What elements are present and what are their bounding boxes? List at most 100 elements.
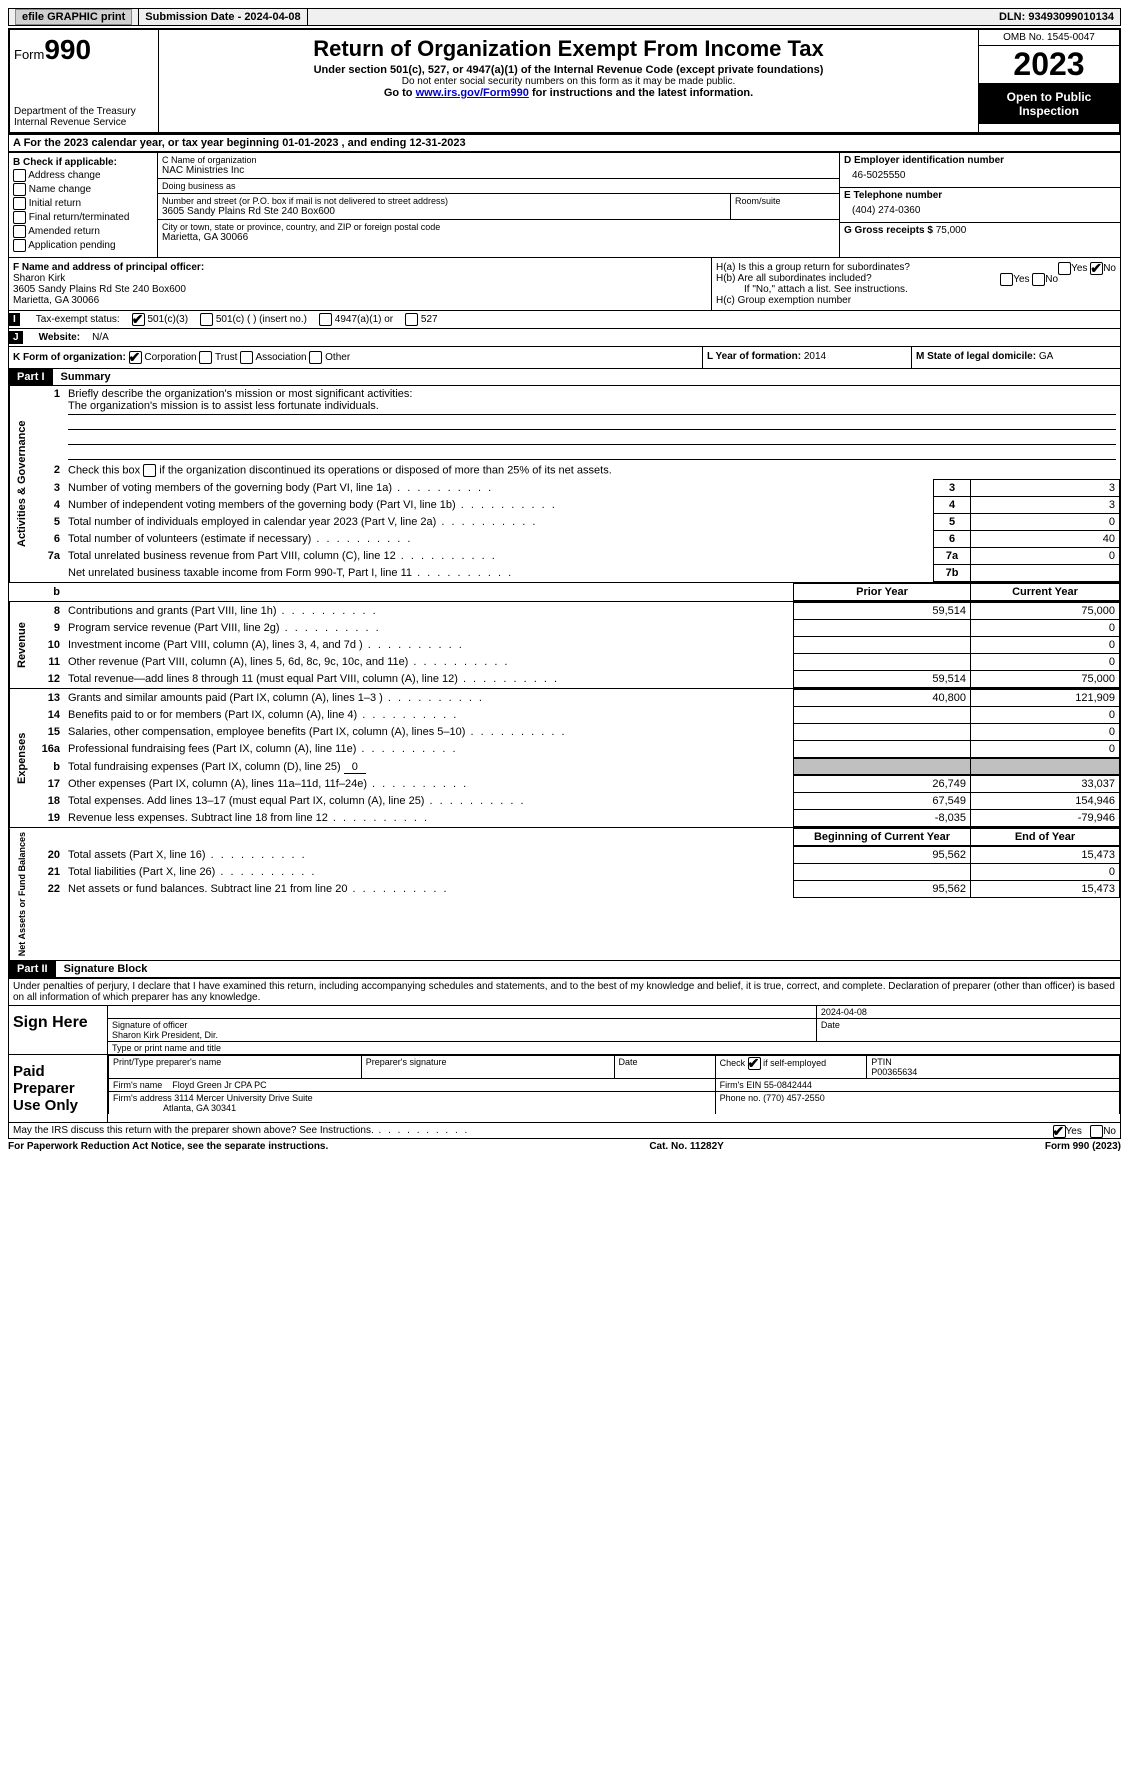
goto-link[interactable]: www.irs.gov/Form990 (416, 87, 529, 99)
expenses-side: Expenses (9, 689, 34, 827)
footer: For Paperwork Reduction Act Notice, see … (8, 1139, 1121, 1154)
chk-assoc[interactable]: Association (240, 352, 306, 363)
officer-addr1: 3605 Sandy Plains Rd Ste 240 Box600 (13, 284, 707, 295)
declare-text: Under penalties of perjury, I declare th… (9, 979, 1120, 1006)
chk-trust[interactable]: Trust (199, 352, 237, 363)
form-subtitle: Under section 501(c), 527, or 4947(a)(1)… (163, 64, 974, 76)
sig-date: 2024-04-08 (816, 1006, 1120, 1019)
gross-cell: G Gross receipts $ 75,000 (840, 223, 1120, 238)
expenses-section: Expenses 13Grants and similar amounts pa… (8, 689, 1121, 828)
gov-row-7b: Net unrelated business taxable income fr… (34, 565, 1120, 582)
hc-label: H(c) Group exemption number (716, 295, 1116, 306)
street-value: 3605 Sandy Plains Rd Ste 240 Box600 (162, 206, 726, 217)
chk-other[interactable]: Other (309, 352, 350, 363)
revenue-side: Revenue (9, 602, 34, 688)
h-section: H(a) Is this a group return for subordin… (712, 258, 1120, 310)
prep-sig-label: Preparer's signature (361, 1056, 614, 1079)
hb-no[interactable] (1032, 273, 1045, 286)
gross-value: 75,000 (936, 225, 967, 236)
ha-no[interactable] (1090, 262, 1103, 275)
chk-501c3[interactable]: 501(c)(3) (132, 313, 188, 326)
chk-self-employed[interactable] (748, 1057, 761, 1070)
chk-name[interactable]: Name change (13, 183, 153, 196)
ein-cell: D Employer identification number 46-5025… (840, 153, 1120, 188)
table-row: 21Total liabilities (Part X, line 26)0 (34, 864, 1120, 881)
ha-yes[interactable] (1058, 262, 1071, 275)
type-name-label: Type or print name and title (108, 1042, 1120, 1055)
org-name: NAC Ministries Inc (162, 165, 835, 176)
form-header: Form990 Department of the Treasury Inter… (8, 28, 1121, 134)
chk-address[interactable]: Address change (13, 169, 153, 182)
l-year: L Year of formation: 2014 (703, 347, 912, 368)
ein-label: D Employer identification number (844, 155, 1116, 166)
table-row: 14Benefits paid to or for members (Part … (34, 707, 1120, 724)
header-left: Form990 Department of the Treasury Inter… (10, 30, 159, 132)
netassets-section: Net Assets or Fund Balances Beginning of… (8, 828, 1121, 961)
col-c: C Name of organization NAC Ministries In… (158, 153, 839, 257)
sig-officer-label: Signature of officer (112, 1020, 812, 1030)
dba-label: Doing business as (162, 181, 835, 191)
status-label: Tax-exempt status: (36, 314, 120, 325)
prep-phone: (770) 457-2550 (763, 1093, 825, 1103)
table-row: 17Other expenses (Part IX, column (A), l… (34, 776, 1120, 793)
discuss-no[interactable] (1090, 1125, 1103, 1138)
ptin-label: PTIN (871, 1057, 1115, 1067)
firm-ein-label: Firm's EIN (720, 1080, 762, 1090)
officer-sig-name: Sharon Kirk President, Dir. (112, 1030, 812, 1040)
col-headers: b Prior Year Current Year (8, 583, 1121, 602)
korg-row: K Form of organization: Corporation Trus… (8, 347, 1121, 369)
website-label: Website: (39, 332, 81, 343)
goto-post: for instructions and the latest informat… (529, 87, 753, 99)
form-word: Form (14, 47, 44, 62)
hb-yes[interactable] (1000, 273, 1013, 286)
phone-label2: Phone no. (720, 1093, 761, 1103)
current-year-header: Current Year (971, 584, 1120, 601)
chk-501c[interactable]: 501(c) ( ) (insert no.) (200, 313, 307, 326)
col-b-label: B Check if applicable: (13, 157, 153, 168)
gov-row-6: 6Total number of volunteers (estimate if… (34, 531, 1120, 548)
ptin-value: P00365634 (871, 1067, 1115, 1077)
col-b: B Check if applicable: Address change Na… (9, 153, 158, 257)
chk-initial[interactable]: Initial return (13, 197, 153, 210)
header-center: Return of Organization Exempt From Incom… (159, 30, 978, 132)
chk-final[interactable]: Final return/terminated (13, 211, 153, 224)
chk-527[interactable]: 527 (405, 313, 437, 326)
dln: DLN: 93493099010134 (993, 9, 1120, 25)
gov-row-5: 5Total number of individuals employed in… (34, 514, 1120, 531)
efile-button[interactable]: efile GRAPHIC print (15, 9, 132, 25)
form-num: 990 (44, 34, 91, 65)
hb-row: H(b) Are all subordinates included? Yes … (716, 273, 1116, 284)
form-note: Do not enter social security numbers on … (163, 76, 974, 87)
ha-label: H(a) Is this a group return for subordin… (716, 262, 910, 273)
part2-title: Signature Block (56, 961, 156, 977)
gov-row-3: 3Number of voting members of the governi… (34, 480, 1120, 497)
discuss-yes[interactable] (1053, 1125, 1066, 1138)
website-row: J Website: N/A (8, 329, 1121, 347)
chk-4947[interactable]: 4947(a)(1) or (319, 313, 393, 326)
table-row: 22Net assets or fund balances. Subtract … (34, 881, 1120, 898)
officer-name: Sharon Kirk (13, 273, 707, 284)
netassets-side: Net Assets or Fund Balances (9, 828, 34, 960)
chk-corp[interactable]: Corporation (129, 352, 197, 363)
status-row: I Tax-exempt status: 501(c)(3) 501(c) ( … (8, 311, 1121, 329)
firm-addr2: Atlanta, GA 30341 (163, 1103, 236, 1113)
city-value: Marietta, GA 30066 (162, 232, 835, 243)
chk-discontinued[interactable] (143, 464, 156, 477)
table-row: 10Investment income (Part VIII, column (… (34, 637, 1120, 654)
chk-pending[interactable]: Application pending (13, 239, 153, 252)
table-row: 20Total assets (Part X, line 16)95,56215… (34, 847, 1120, 864)
chk-amended[interactable]: Amended return (13, 225, 153, 238)
paid-preparer-label: Paid Preparer Use Only (9, 1055, 108, 1122)
table-row: 13Grants and similar amounts paid (Part … (34, 690, 1120, 707)
k-label: K Form of organization: (13, 352, 126, 363)
org-name-label: C Name of organization (162, 155, 835, 165)
phone-label: E Telephone number (844, 190, 1116, 201)
gross-label: G Gross receipts $ (844, 225, 933, 236)
gov-row-4: 4Number of independent voting members of… (34, 497, 1120, 514)
begin-year-header: Beginning of Current Year (794, 829, 971, 846)
open-inspection: Open to Public Inspection (979, 84, 1119, 124)
table-row: 16aProfessional fundraising fees (Part I… (34, 741, 1120, 758)
tax-year: 2023 (979, 46, 1119, 84)
row-f-h: F Name and address of principal officer:… (8, 258, 1121, 311)
phone-cell: E Telephone number (404) 274-0360 (840, 188, 1120, 223)
